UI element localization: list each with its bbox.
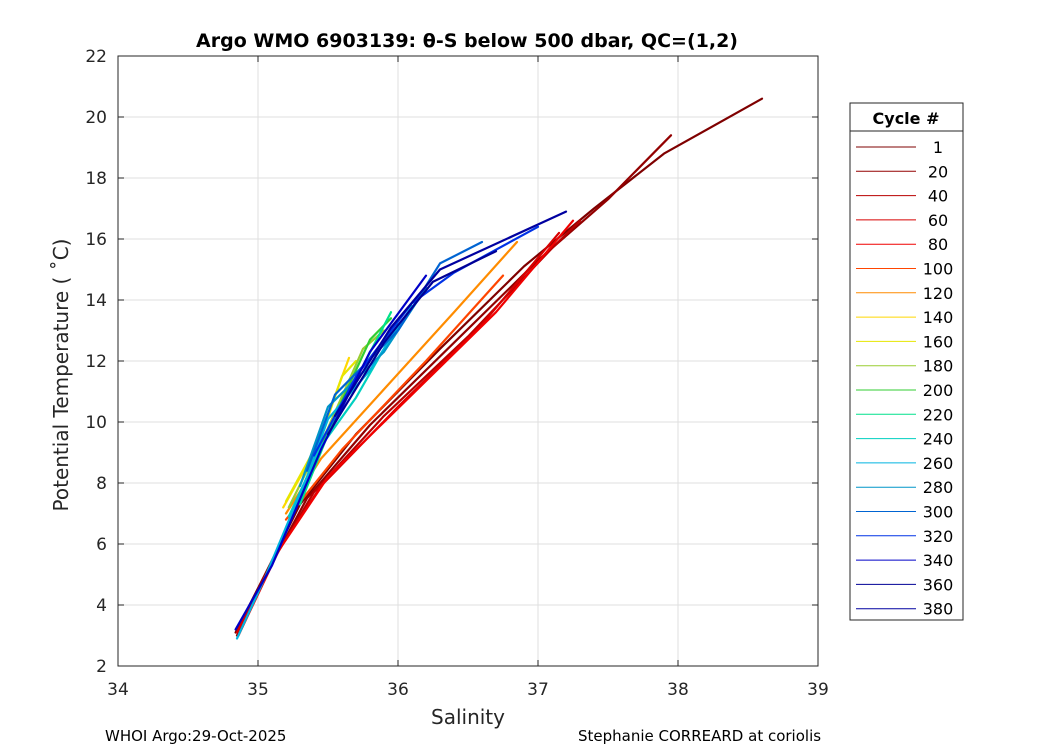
legend-label-240: 240 (923, 430, 954, 449)
y-tick-label: 22 (85, 47, 107, 67)
y-axis-label: Potential Temperature ( ˚C) (49, 239, 73, 512)
legend-box (849, 102, 964, 621)
x-tick-label: 38 (667, 680, 689, 700)
y-tick-label: 6 (96, 535, 107, 555)
y-tick-label: 20 (85, 108, 107, 128)
series-layer (234, 97, 764, 640)
legend-label-160: 160 (923, 332, 954, 351)
y-tick-labels: 2 4 6 8 10 12 14 16 18 20 22 (85, 47, 107, 677)
legend-label-180: 180 (923, 357, 954, 376)
legend-label-200: 200 (923, 381, 954, 400)
x-tick-label: 39 (807, 680, 829, 700)
legend-label-80: 80 (928, 235, 948, 254)
legend-label-100: 100 (923, 260, 954, 279)
legend-label-220: 220 (923, 405, 954, 424)
legend-items: 1204060801001201401601802002202402602803… (856, 138, 953, 619)
legend-label-60: 60 (928, 211, 948, 230)
footer-left: WHOI Argo:29-Oct-2025 (105, 727, 286, 745)
legend-label-280: 280 (923, 478, 954, 497)
y-tick-label: 10 (85, 413, 107, 433)
legend-label-360: 360 (923, 575, 954, 594)
chart-title: Argo WMO 6903139: θ-S below 500 dbar, QC… (196, 30, 738, 52)
legend-title: Cycle # (873, 109, 940, 128)
y-tick-label: 12 (85, 352, 107, 372)
legend-label-140: 140 (923, 308, 954, 327)
x-tick-label: 36 (387, 680, 409, 700)
footer-right: Stephanie CORREARD at coriolis (578, 727, 821, 745)
series-line-cycle-360 (326, 250, 498, 436)
y-tick-label: 14 (85, 291, 107, 311)
y-tick-label: 16 (85, 230, 107, 250)
series-line-cycle-100 (284, 274, 505, 521)
legend: Cycle # 12040608010012014016018020022024… (849, 102, 964, 621)
x-axis-label: Salinity (431, 705, 505, 729)
legend-label-1: 1 (933, 138, 943, 157)
legend-label-20: 20 (928, 162, 948, 181)
legend-label-40: 40 (928, 187, 948, 206)
y-tick-label: 2 (96, 657, 107, 677)
y-tick-label: 4 (96, 596, 107, 616)
grid (117, 55, 819, 667)
series-line-cycle-340 (234, 274, 428, 631)
series-line-cycle-380 (333, 210, 568, 417)
legend-label-300: 300 (923, 503, 954, 522)
x-tick-label: 34 (107, 680, 129, 700)
legend-label-120: 120 (923, 284, 954, 303)
x-tick-labels: 34 35 36 37 38 39 (107, 680, 829, 700)
legend-label-380: 380 (923, 600, 954, 619)
legend-label-260: 260 (923, 454, 954, 473)
x-tick-label: 37 (527, 680, 549, 700)
legend-label-320: 320 (923, 527, 954, 546)
plot-frame (117, 55, 819, 667)
y-tick-label: 18 (85, 169, 107, 189)
legend-label-340: 340 (923, 551, 954, 570)
y-tick-label: 8 (96, 474, 107, 494)
plot-area (117, 55, 819, 667)
x-tick-label: 35 (247, 680, 269, 700)
series-line-cycle-300 (305, 240, 484, 472)
